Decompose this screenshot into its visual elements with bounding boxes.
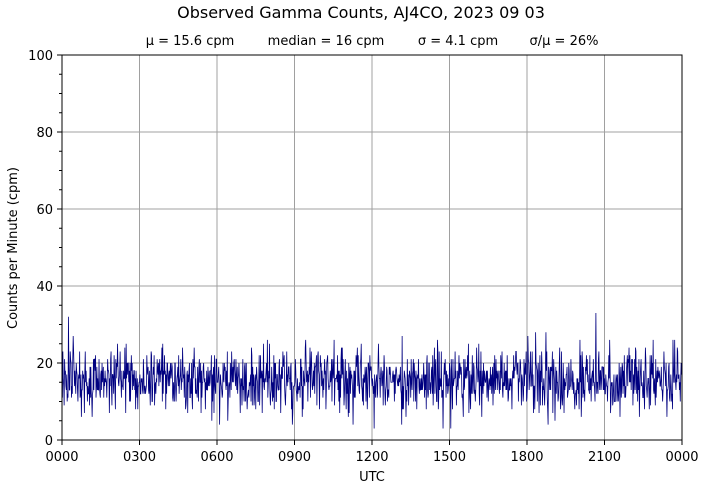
x-tick-label: 0900 xyxy=(278,450,311,465)
x-tick-label: 1200 xyxy=(355,450,388,465)
grid xyxy=(61,54,683,441)
series-area xyxy=(61,312,682,429)
stat-sigma: σ = 4.1 cpm xyxy=(418,34,498,49)
y-tick-label: 20 xyxy=(36,357,53,372)
x-tick-label: 1800 xyxy=(510,450,543,465)
y-tick-label: 60 xyxy=(36,203,53,218)
y-tick-label: 100 xyxy=(28,49,53,64)
gamma-count-series xyxy=(61,312,682,429)
y-axis-label: Counts per Minute (cpm) xyxy=(6,167,21,329)
stat-mean: μ = 15.6 cpm xyxy=(146,34,235,49)
ticks: 0000 0300 0600 0900 1200 1500 1800 2100 00000204… xyxy=(28,49,698,465)
x-tick-label: 0300 xyxy=(123,450,156,465)
chart-title: Observed Gamma Counts, AJ4CO, 2023 09 03 xyxy=(177,3,545,22)
x-tick-label: 0600 xyxy=(200,450,233,465)
x-tick-label: 1500 xyxy=(433,450,466,465)
x-tick-label: 0000 xyxy=(665,450,698,465)
x-tick-label: 2100 xyxy=(588,450,621,465)
stat-ratio: σ/μ = 26% xyxy=(530,34,599,49)
x-axis-label: UTC xyxy=(359,470,385,485)
y-tick-label: 0 xyxy=(45,434,53,449)
chart-subtitle: μ = 15.6 cpm median = 16 cpm σ = 4.1 cpm… xyxy=(146,34,599,49)
stat-median: median = 16 cpm xyxy=(268,34,385,49)
y-tick-label: 40 xyxy=(36,280,53,295)
x-tick-label: 0000 xyxy=(45,450,78,465)
y-tick-label: 80 xyxy=(36,126,53,141)
